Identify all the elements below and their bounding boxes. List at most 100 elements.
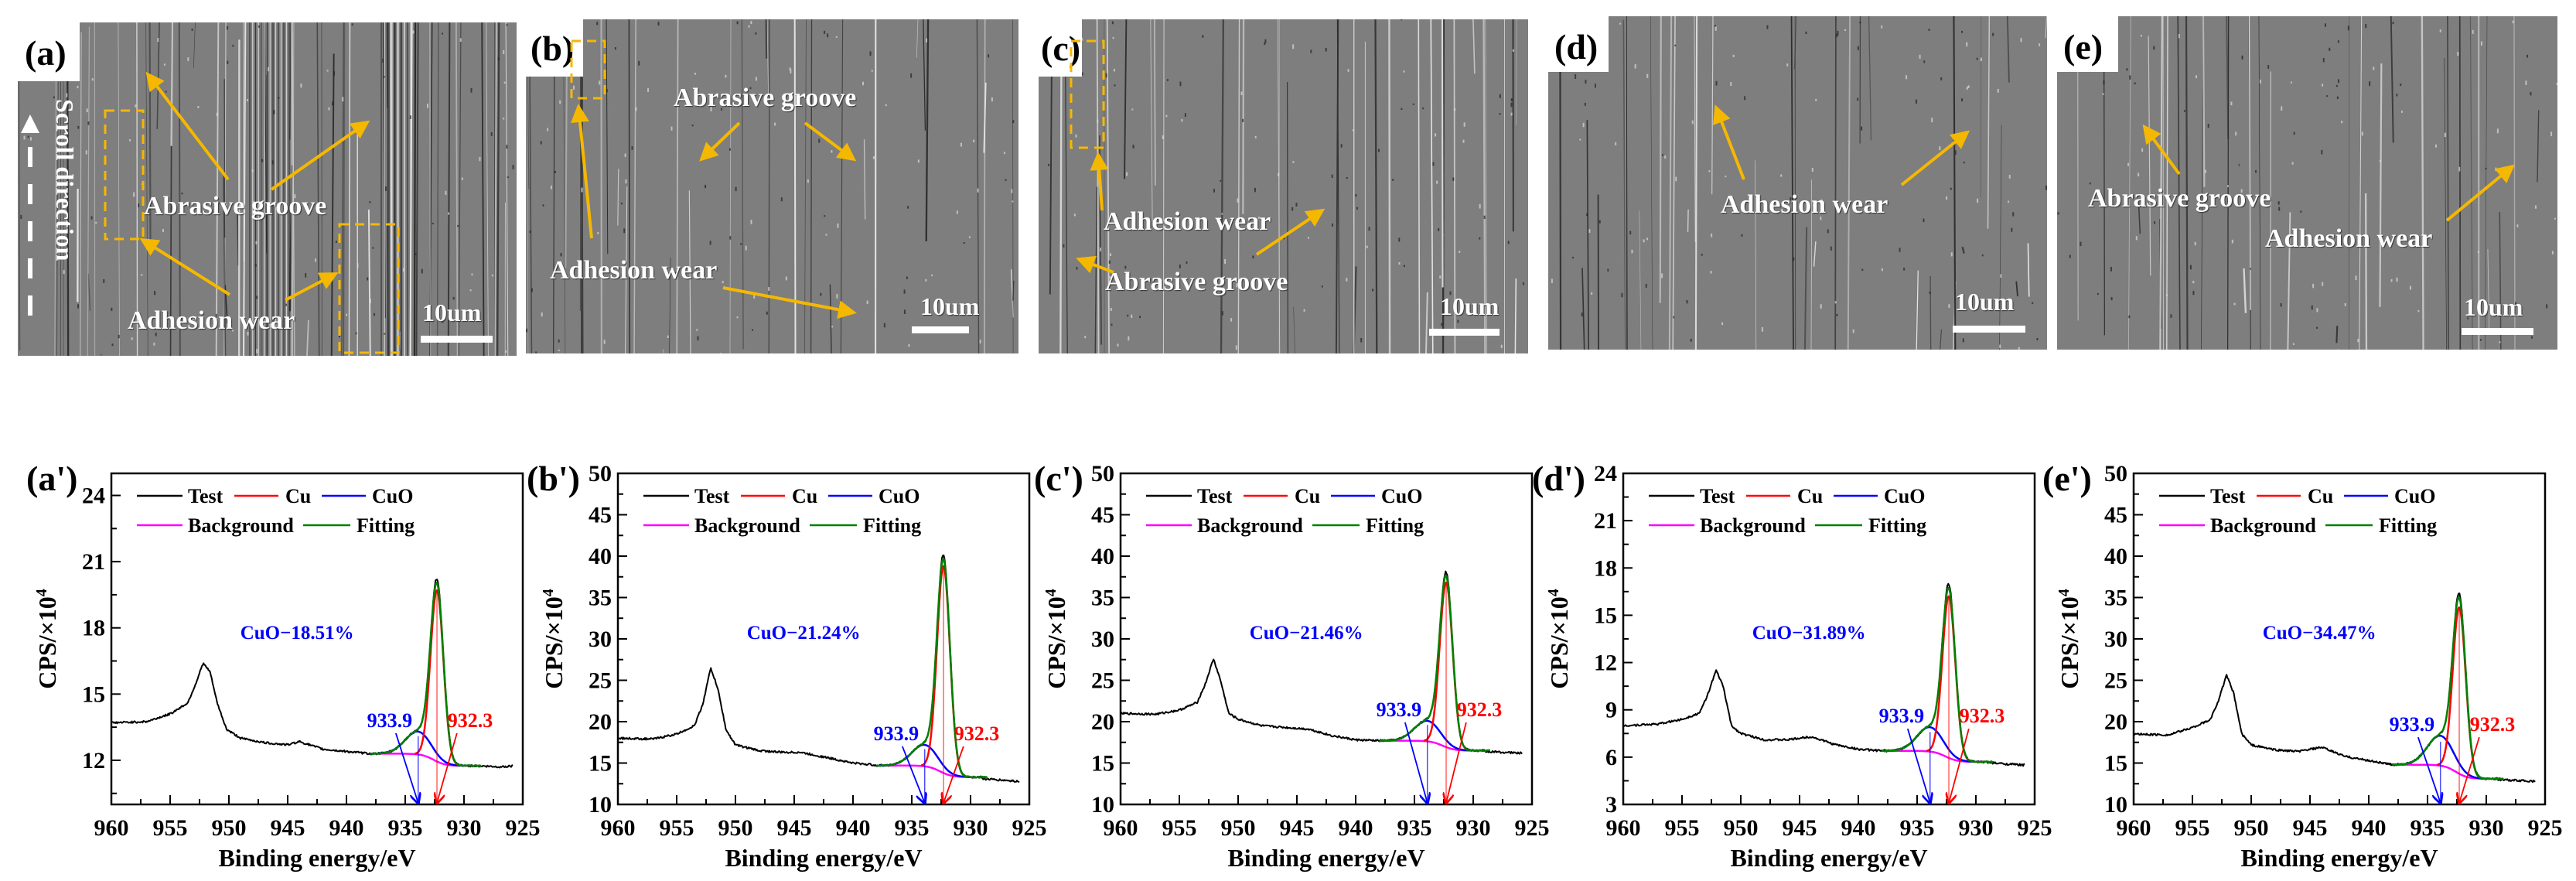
chart-panel-label: (a') [26,459,77,498]
surface-speck [1837,30,1839,36]
surface-speck [91,78,94,81]
surface-speck [90,216,93,220]
surface-speck [1966,42,1968,47]
surface-speck [1591,292,1593,295]
surface-speck [540,141,542,145]
wear-streak [1430,19,1434,353]
surface-speck [346,313,348,316]
wear-streak [1336,19,1340,353]
wear-streak [316,22,320,356]
surface-speck [670,126,673,131]
surface-speck [2127,162,2130,166]
y-axis-label-exponent: 4 [1042,589,1059,596]
y-tick-label: 50 [1091,461,1114,487]
surface-speck [2039,43,2041,46]
surface-speck [1325,47,1327,52]
wear-streak [2076,66,2079,321]
y-tick-label: 20 [1091,709,1114,735]
surface-speck [1725,176,1727,178]
surface-speck [1954,150,1957,155]
panel-label-c: (c) [1041,29,1081,68]
surface-speck [1690,339,1692,342]
series-cuo-line [876,743,970,778]
surface-speck [728,148,731,151]
surface-speck [2267,64,2270,69]
surface-speck [1283,234,1285,240]
surface-speck [597,231,599,234]
surface-speck [558,339,560,343]
legend-label: Fitting [1868,514,1926,537]
surface-speck [1355,193,1357,197]
wear-streak [2148,36,2151,276]
legend-label: Background [2210,514,2316,537]
y-tick-label: 25 [2104,668,2127,694]
surface-speck [2057,212,2059,215]
wear-streak [984,19,986,353]
surface-speck [2335,84,2338,87]
annotation-adhesion-wear: Adhesion wear [128,306,295,335]
surface-speck [305,273,307,278]
y-tick-label: 15 [1091,751,1114,777]
y-tick-label: 18 [82,616,105,641]
surface-speck [1732,54,1735,57]
surface-speck [1643,239,1645,243]
surface-speck [2357,339,2359,343]
surface-speck [925,278,927,282]
surface-speck [657,22,660,26]
surface-speck [1126,172,1128,176]
surface-speck [274,323,276,329]
wear-streak [2159,16,2163,350]
surface-speck [20,214,22,219]
surface-speck [77,85,79,89]
surface-speck [1939,146,1941,151]
y-tick-label: 50 [589,461,612,487]
surface-speck [2392,22,2394,25]
surface-speck [162,228,164,233]
wear-streak [193,22,196,68]
series-test-line [2134,592,2536,784]
y-axis-label-text: CPS/×10 [540,596,568,689]
surface-speck [2207,124,2209,128]
y-axis-label-text: CPS/×10 [1545,596,1573,689]
surface-speck [1360,338,1363,343]
surface-speck [1923,218,1925,223]
surface-speck [836,294,838,299]
wear-streak [2379,63,2383,307]
surface-speck [1721,322,1724,326]
surface-speck [709,241,711,245]
surface-speck [133,192,135,197]
surface-speck [2192,281,2195,284]
surface-speck [191,28,193,31]
surface-speck [790,69,792,73]
surface-speck [2530,91,2532,96]
surface-speck [1105,73,1107,78]
wear-streak [1999,125,2002,350]
surface-speck [442,319,444,323]
surface-speck [1844,29,1846,32]
surface-speck [807,97,810,101]
surface-speck [2355,275,2357,281]
surface-speck [1076,267,1078,270]
legend-label: Background [694,514,800,537]
annotation-abrasive-groove: Abrasive groove [1105,268,1288,296]
wear-streak [2177,16,2181,350]
surface-speck [1111,21,1114,25]
surface-speck [1834,301,1837,304]
surface-speck [2080,241,2082,247]
surface-speck [1479,203,1481,209]
surface-speck [1664,155,1667,159]
x-tick-label: 945 [271,815,305,841]
surface-speck [128,138,131,142]
wear-streak [306,320,309,356]
surface-speck [1588,229,1591,233]
wear-streak [243,22,247,356]
legend-label: CuO [2394,485,2435,507]
surface-speck [725,74,727,78]
legend-label: Background [1197,514,1303,537]
surface-speck [1820,199,1823,204]
surface-speck [507,176,509,179]
surface-speck [752,329,754,331]
surface-speck [1403,70,1405,73]
surface-speck [531,288,533,292]
surface-speck [614,47,616,50]
